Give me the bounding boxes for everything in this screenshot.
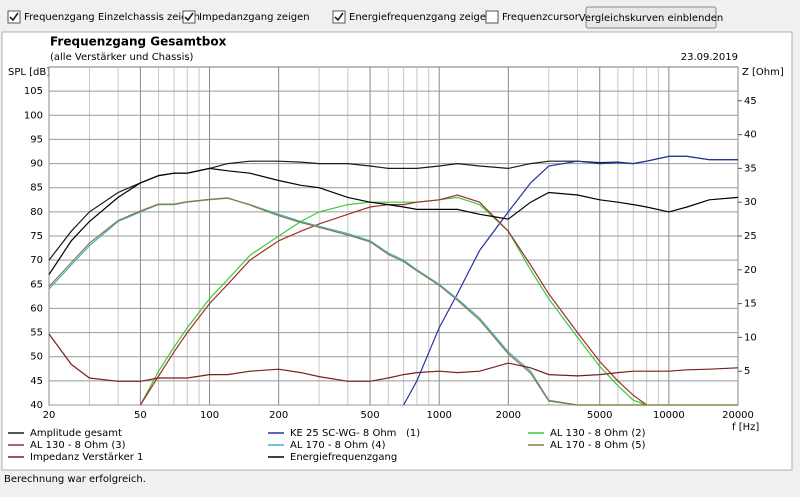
x-axis-label: f [Hz]	[732, 422, 759, 433]
chart-subtitle: (alle Verstärker und Chassis)	[50, 52, 194, 63]
chart-title: Frequenzgang Gesamtbox	[50, 35, 227, 49]
y2-tick-label: 45	[744, 96, 757, 107]
legend-label: Impedanz Verstärker 1	[30, 452, 143, 463]
y2-tick-label: 40	[744, 130, 757, 141]
y2-tick-label: 15	[744, 299, 757, 310]
y-tick-label: 40	[30, 400, 43, 411]
legend-label: AL 130 - 8 Ohm (2)	[550, 428, 646, 439]
x-tick-label: 10000	[653, 410, 685, 421]
y-tick-label: 85	[30, 183, 43, 194]
x-tick-label: 500	[361, 410, 380, 421]
y2-tick-label: 25	[744, 231, 757, 242]
x-tick-label: 20	[43, 410, 56, 421]
y-tick-label: 45	[30, 376, 43, 387]
chart-date: 23.09.2019	[681, 52, 738, 63]
y-tick-label: 95	[30, 134, 43, 145]
legend-label: AL 130 - 8 Ohm (3)	[30, 440, 126, 451]
checkmark	[184, 12, 194, 22]
checkbox-label[interactable]: Impedanzgang zeigen	[199, 12, 310, 23]
checkmark	[334, 12, 344, 22]
checkbox[interactable]	[182, 10, 196, 24]
series-line	[48, 333, 739, 382]
y2-tick-label: 35	[744, 163, 757, 174]
series-line	[403, 155, 738, 406]
legend-label: AL 170 - 8 Ohm (4)	[290, 440, 386, 451]
status-bar	[0, 471, 800, 497]
checkbox[interactable]	[332, 10, 346, 24]
legend-label: AL 170 - 8 Ohm (5)	[550, 440, 646, 451]
legend-label: KE 25 SC-WG- 8 Ohm (1)	[290, 428, 420, 439]
x-tick-label: 100	[200, 410, 219, 421]
status-text: Berechnung war erfolgreich.	[4, 474, 146, 485]
y-tick-label: 60	[30, 303, 43, 314]
legend-label: Energiefrequenzgang	[290, 452, 397, 463]
y-axis-label: SPL [dB]	[8, 67, 50, 78]
legend-label: Amplitude gesamt	[30, 428, 122, 439]
checkbox[interactable]	[485, 10, 499, 24]
button-frame[interactable]	[585, 6, 717, 29]
y2-tick-label: 30	[744, 197, 757, 208]
y-tick-label: 70	[30, 255, 43, 266]
y2-tick-label: 10	[744, 332, 757, 343]
y-tick-label: 80	[30, 207, 43, 218]
y-tick-label: 65	[30, 279, 43, 290]
x-tick-label: 20000	[722, 410, 754, 421]
y2-axis-label: Z [Ohm]	[742, 67, 784, 78]
checkbox-label[interactable]: Frequenzcursor	[502, 12, 580, 23]
y2-tick-label: 5	[744, 366, 750, 377]
y-tick-label: 50	[30, 352, 43, 363]
checkbox-label[interactable]: Frequenzgang Einzelchassis zeigen	[24, 12, 200, 23]
y-tick-label: 105	[24, 86, 43, 97]
series-line	[139, 196, 647, 406]
x-tick-label: 2000	[496, 410, 521, 421]
checkmark	[9, 12, 19, 22]
series-line	[48, 167, 739, 275]
checkbox-label[interactable]: Energiefrequenzgang zeigen	[349, 12, 492, 23]
x-tick-label: 50	[134, 410, 147, 421]
series-line	[139, 194, 647, 406]
y-tick-label: 75	[30, 231, 43, 242]
x-tick-label: 1000	[426, 410, 451, 421]
y-tick-label: 90	[30, 159, 43, 170]
y-tick-label: 55	[30, 328, 43, 339]
series-line	[48, 197, 738, 406]
y-tick-label: 100	[24, 110, 43, 121]
x-tick-label: 200	[269, 410, 288, 421]
x-tick-label: 5000	[587, 410, 612, 421]
checkbox[interactable]	[7, 10, 21, 24]
y2-tick-label: 20	[744, 265, 757, 276]
compare-button[interactable]: Vergleichskurven einblenden	[579, 13, 724, 24]
